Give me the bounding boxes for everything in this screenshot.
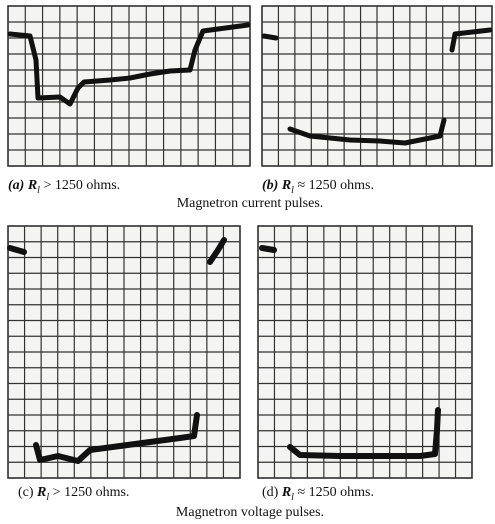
caption-subscript: l [37, 185, 40, 196]
trace-a [7, 22, 251, 107]
caption-variable: R [281, 178, 291, 193]
caption-variable: R [27, 178, 37, 193]
oscilloscope-grids [7, 5, 493, 479]
caption-variable: R [36, 485, 46, 500]
caption-label: (d) [262, 485, 279, 500]
caption-d: (d) Rl ≈ 1250 ohms. [262, 485, 374, 504]
caption-condition: ≈ 1250 ohms. [297, 485, 374, 500]
group-caption: Magnetron current pulses. [177, 196, 324, 211]
group-caption: Magnetron voltage pulses. [176, 505, 324, 520]
caption-label: (c) [18, 485, 34, 500]
caption-condition: > 1250 ohms. [43, 178, 120, 193]
caption-variable: R [281, 485, 291, 500]
caption-b: (b) Rl ≈ 1250 ohms. [262, 178, 374, 197]
caption-condition: > 1250 ohms. [53, 485, 130, 500]
caption-c: (c) Rl > 1250 ohms. [18, 485, 129, 504]
caption-subscript: l [291, 185, 294, 196]
caption-subscript: l [46, 492, 49, 503]
caption-label: (a) [8, 178, 24, 193]
caption-label: (b) [262, 178, 278, 193]
trace-b [261, 27, 493, 146]
caption-a: (a) Rl > 1250 ohms. [8, 178, 120, 197]
trace-d [259, 245, 441, 459]
caption-condition: ≈ 1250 ohms. [297, 178, 374, 193]
caption-subscript: l [291, 492, 294, 503]
trace-c [7, 237, 227, 464]
